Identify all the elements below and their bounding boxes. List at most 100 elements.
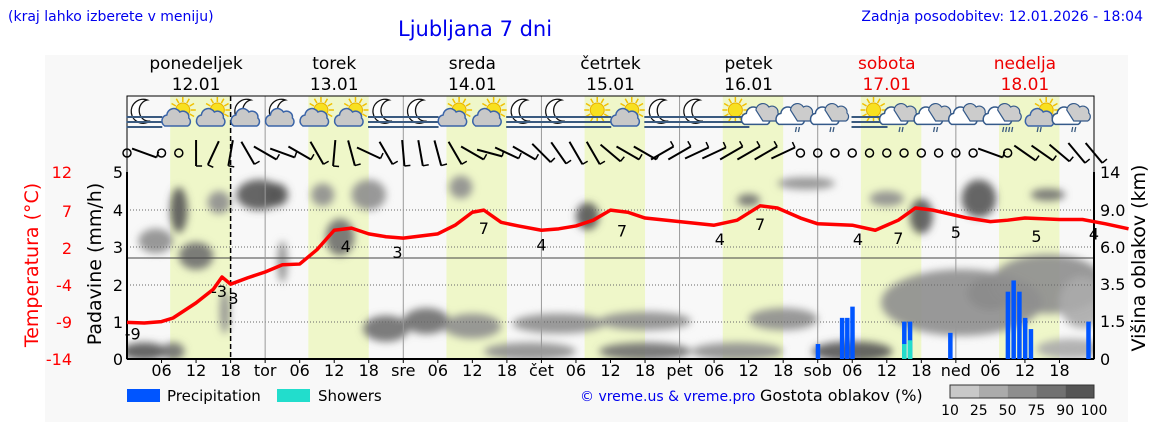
temp-axis-bg xyxy=(45,55,81,422)
x-tick-label: 06 xyxy=(980,361,1000,380)
wind-feather xyxy=(582,160,589,165)
density-swatch xyxy=(1007,385,1037,398)
day-date: 18.01 xyxy=(1001,75,1050,95)
wind-shaft xyxy=(447,141,463,165)
precip-bar xyxy=(815,344,821,359)
cloud-icon xyxy=(161,107,192,127)
density-swatch xyxy=(950,385,979,398)
rain-icon xyxy=(1071,126,1077,133)
weather-icon-overcast xyxy=(947,102,988,126)
wind-barb-icon xyxy=(568,141,589,165)
x-tick-label: 12 xyxy=(600,361,620,380)
sun-ray xyxy=(481,102,488,107)
temperature-label: 3 xyxy=(228,289,238,308)
precip-tick-label: 2 xyxy=(113,276,123,295)
precip-bar xyxy=(845,317,850,359)
wind-barb-icon xyxy=(1048,143,1074,163)
weather-icon-overcast-drizzle xyxy=(913,102,953,133)
cloud-density-scale: 10 25 50 75 90 100 xyxy=(941,384,1107,419)
x-tick-label: 06 xyxy=(151,361,171,380)
x-tick-label: sob xyxy=(804,361,832,380)
density-scale-label: 90 xyxy=(1056,403,1074,419)
wind-feather xyxy=(254,160,260,165)
fog-icon xyxy=(402,116,439,128)
wind-feather xyxy=(773,140,778,147)
density-scale-label: 25 xyxy=(970,403,988,419)
showers-bar xyxy=(902,344,907,359)
sun-ray xyxy=(880,102,886,107)
weather-icon-sun-cloud xyxy=(299,97,334,127)
wind-barb-icon xyxy=(650,140,675,161)
cloud-icon xyxy=(1066,102,1091,122)
wind-shaft xyxy=(719,145,744,161)
temperature-label: 5 xyxy=(1031,227,1041,246)
location-hint-link[interactable]: (kraj lahko izberete v meniju) xyxy=(8,9,214,25)
sun-ray xyxy=(324,98,329,104)
x-tick-label: tor xyxy=(254,361,277,380)
raindrop xyxy=(1074,126,1077,133)
wind-barb-icon xyxy=(550,141,572,165)
wind-shaft xyxy=(667,145,692,161)
raindrop xyxy=(1011,126,1014,133)
precip-axis-title: Padavine (mm/h) xyxy=(84,183,106,346)
x-tick-label: 06 xyxy=(566,361,586,380)
wind-shaft xyxy=(309,141,325,165)
wind-calm-icon xyxy=(882,148,892,158)
sun-ray xyxy=(620,102,626,107)
temperature-label: 5 xyxy=(951,223,961,242)
raindrop xyxy=(1008,126,1011,133)
raindrop xyxy=(935,126,939,133)
cloud-height-tick-label: 9.0 xyxy=(1100,201,1125,220)
cloud-cell xyxy=(449,175,473,199)
raindrop xyxy=(1036,126,1039,133)
weather-icon-moon-cloud xyxy=(230,98,261,127)
weather-icon-moon-fog xyxy=(506,98,543,128)
cloud-cell xyxy=(219,289,230,334)
wind-shaft xyxy=(977,147,1003,159)
wind-feather xyxy=(404,164,411,167)
wind-feather xyxy=(722,141,727,148)
weather-icon-moon-fog xyxy=(540,98,577,128)
sun-ray xyxy=(600,98,605,104)
wind-shaft xyxy=(460,145,485,161)
sun-ray xyxy=(728,98,733,104)
raindrop xyxy=(901,126,904,133)
wind-calm-icon xyxy=(847,148,857,158)
rain-icon xyxy=(1002,126,1014,133)
density-scale-frame xyxy=(949,384,1095,399)
wind-barb-icon xyxy=(1084,142,1108,164)
precip-bar xyxy=(948,332,953,359)
x-tick-label: 12 xyxy=(1015,361,1035,380)
x-tick-label: 12 xyxy=(186,361,206,380)
sun-ray xyxy=(638,102,644,107)
x-tick-label: 12 xyxy=(462,361,482,380)
wind-barb-icon xyxy=(227,140,235,168)
wind-feather xyxy=(1068,156,1074,162)
sun-ray xyxy=(462,98,467,104)
cloud-icon xyxy=(195,107,226,127)
wind-feather xyxy=(1034,155,1040,161)
page-title: Ljubljana 7 dni xyxy=(398,17,552,41)
rain-icon xyxy=(794,126,801,133)
day-date: 15.01 xyxy=(586,75,635,95)
sun-ray xyxy=(210,98,214,104)
wind-feather xyxy=(207,164,214,168)
sun-ray xyxy=(486,98,491,104)
wind-barb-icon xyxy=(616,145,643,161)
wind-feather xyxy=(379,152,384,159)
sun-ray xyxy=(1034,102,1040,107)
cloud-cell xyxy=(1036,338,1094,359)
cloud-cell xyxy=(961,179,997,218)
fog-icon xyxy=(368,116,405,128)
wind-shaft xyxy=(585,141,601,165)
precip-bar xyxy=(1086,321,1091,359)
axes: 06 12 18 tor 06 12 18 sre 06 12 18 čet 06 12 18 pet 06 12… xyxy=(46,163,1126,380)
wind-barb-icon xyxy=(433,140,448,167)
copyright-link[interactable]: © vreme.us & vreme.pro xyxy=(580,389,755,405)
wind-shaft xyxy=(531,143,552,163)
wind-shaft xyxy=(1013,144,1037,162)
raindrop xyxy=(1071,126,1074,133)
sun-ray xyxy=(500,113,506,118)
wind-shaft xyxy=(131,147,157,159)
